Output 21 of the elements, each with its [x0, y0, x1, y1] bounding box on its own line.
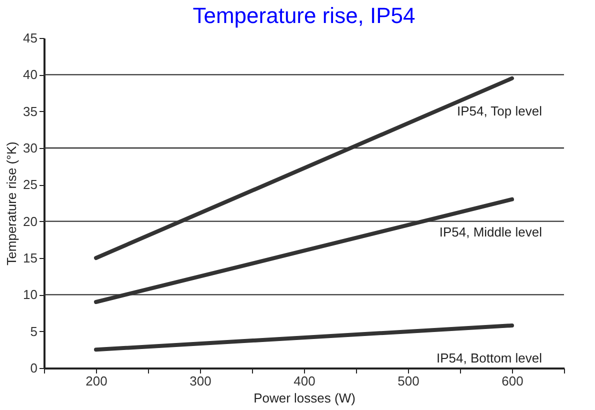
x-tick-label: 200 — [86, 374, 108, 388]
y-tick-label: 40 — [23, 67, 38, 82]
x-tick-label: 500 — [398, 374, 420, 388]
x-tick-label: 600 — [502, 374, 524, 388]
y-tick-label: 15 — [23, 250, 38, 266]
x-tick-label: 400 — [294, 374, 316, 388]
series-label: IP54, Top level — [456, 103, 542, 118]
y-axis-title: Temperature rise (°K) — [4, 142, 20, 266]
chart-title: Temperature rise, IP54 — [192, 3, 416, 28]
y-tick-label: 45 — [23, 30, 38, 46]
y-tick-label: 35 — [23, 104, 38, 119]
series-label: IP54, Bottom level — [436, 350, 542, 366]
y-tick-label: 0 — [30, 360, 38, 376]
y-tick-label: 20 — [23, 214, 38, 229]
y-tick-label: 10 — [23, 287, 38, 302]
x-tick-label: 300 — [190, 374, 212, 388]
y-tick-label: 25 — [23, 177, 38, 192]
y-tick-label: 5 — [30, 324, 38, 339]
y-tick-label: 30 — [23, 140, 38, 156]
x-axis-title: Power losses (W) — [254, 390, 356, 406]
series-label: IP54, Middle level — [439, 224, 542, 240]
